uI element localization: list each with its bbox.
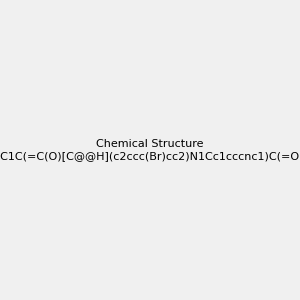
Text: Chemical Structure
O=C1C(=C(O)[C@@H](c2ccc(Br)cc2)N1Cc1cccnc1)C(=O)c1: Chemical Structure O=C1C(=C(O)[C@@H](c2c… (0, 139, 300, 161)
